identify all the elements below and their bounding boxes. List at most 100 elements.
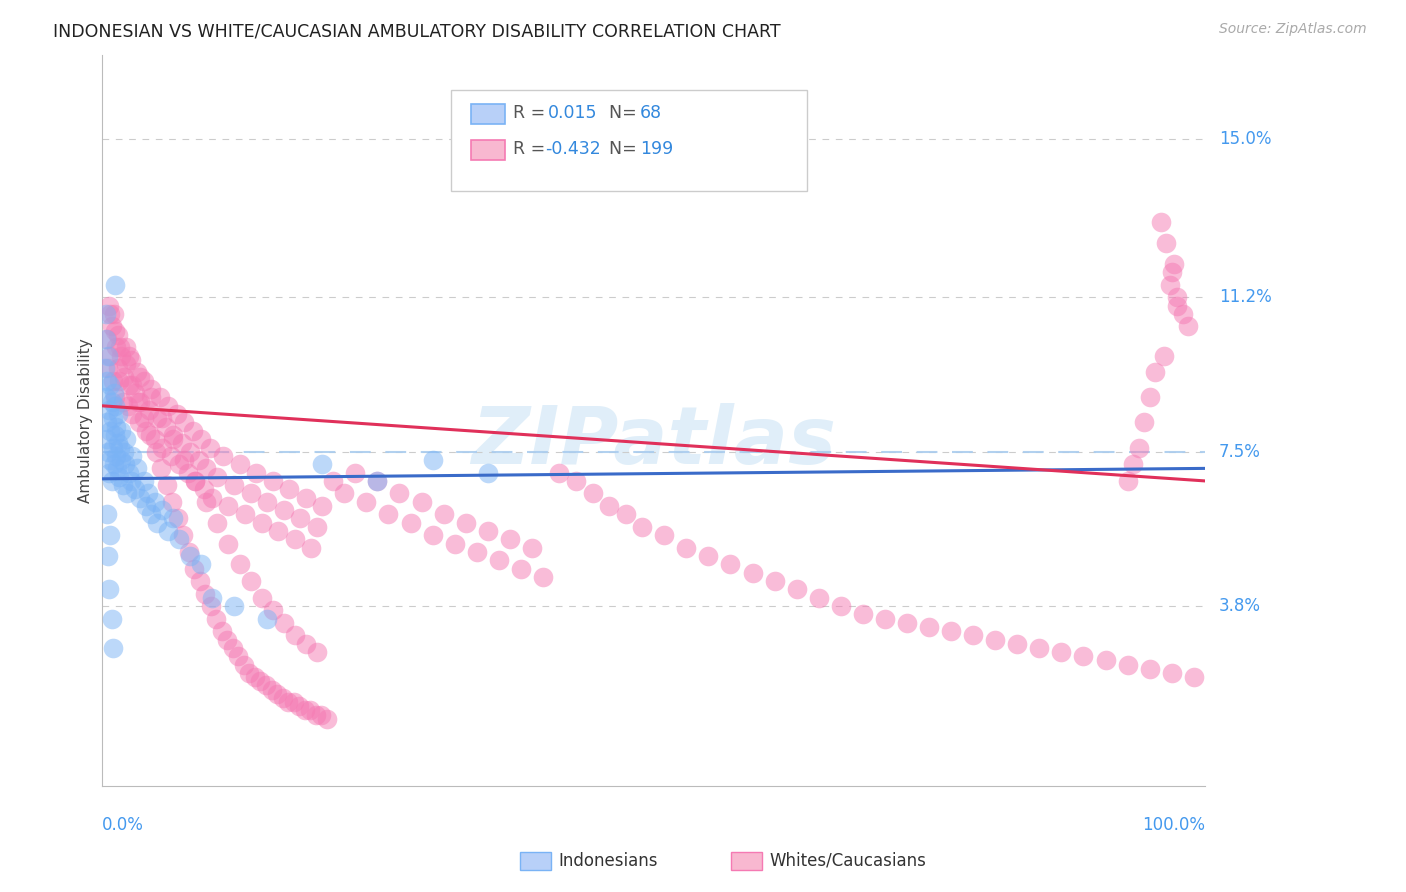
Point xyxy=(1163,257,1185,271)
Point xyxy=(299,541,322,555)
Point xyxy=(918,620,941,634)
Point xyxy=(250,516,273,530)
Point xyxy=(184,474,207,488)
Point xyxy=(104,324,127,338)
Text: Whites/Caucasians: Whites/Caucasians xyxy=(769,852,927,870)
Point xyxy=(294,704,316,718)
Point xyxy=(309,707,332,722)
Point xyxy=(1116,657,1139,672)
Point xyxy=(129,394,152,409)
Point xyxy=(284,628,307,642)
Point xyxy=(198,441,221,455)
Point xyxy=(315,712,337,726)
Point xyxy=(96,432,118,446)
Point xyxy=(162,511,184,525)
Point xyxy=(271,690,294,705)
Text: N=: N= xyxy=(609,140,643,158)
Point xyxy=(283,695,305,709)
Point xyxy=(145,444,167,458)
Point xyxy=(984,632,1007,647)
Point xyxy=(141,391,163,405)
Point xyxy=(177,545,200,559)
Point xyxy=(1166,299,1188,313)
Point xyxy=(228,457,250,471)
Text: N=: N= xyxy=(609,104,643,122)
Point xyxy=(100,528,122,542)
Point xyxy=(104,340,127,354)
Point xyxy=(250,591,273,605)
Point xyxy=(145,411,167,425)
Point xyxy=(156,524,179,538)
Point xyxy=(763,574,786,588)
Point xyxy=(1153,349,1175,363)
Point xyxy=(112,444,135,458)
Point xyxy=(305,645,328,659)
Point xyxy=(129,369,152,384)
Point xyxy=(1144,365,1167,379)
Point xyxy=(141,382,163,396)
Point xyxy=(138,403,160,417)
Point xyxy=(304,707,326,722)
Point xyxy=(222,599,245,614)
Point xyxy=(139,428,162,442)
Point xyxy=(125,365,148,379)
Point xyxy=(111,394,134,409)
Point xyxy=(101,441,124,455)
Point xyxy=(277,695,299,709)
Point xyxy=(184,474,207,488)
Text: 100.0%: 100.0% xyxy=(1142,816,1205,834)
Point xyxy=(488,553,510,567)
Point xyxy=(96,508,118,522)
Point xyxy=(288,699,311,714)
Point xyxy=(173,453,195,467)
Point xyxy=(110,453,132,467)
Text: 3.8%: 3.8% xyxy=(1219,597,1261,615)
Point xyxy=(278,482,301,496)
Point xyxy=(143,432,166,446)
Point xyxy=(173,416,195,430)
Point xyxy=(121,378,143,392)
Point xyxy=(155,419,177,434)
Point xyxy=(190,432,212,446)
Point xyxy=(107,407,129,421)
Point xyxy=(100,453,122,467)
Point xyxy=(145,516,167,530)
Point xyxy=(1160,265,1182,279)
Point xyxy=(96,332,118,346)
Point xyxy=(256,495,278,509)
Point xyxy=(94,391,117,405)
Point xyxy=(377,508,399,522)
Point xyxy=(399,516,422,530)
Point xyxy=(207,469,229,483)
Point xyxy=(110,340,132,354)
Point xyxy=(97,361,120,376)
Point xyxy=(160,449,183,463)
Point xyxy=(167,533,190,547)
Point xyxy=(98,466,121,480)
Point xyxy=(1166,290,1188,304)
Point xyxy=(172,528,194,542)
Point xyxy=(294,491,316,505)
Point xyxy=(260,682,283,697)
Text: R =: R = xyxy=(513,104,551,122)
Point xyxy=(200,599,222,614)
Point xyxy=(366,474,388,488)
Point xyxy=(239,486,262,500)
Point xyxy=(222,640,245,655)
Point xyxy=(179,549,201,563)
Point xyxy=(614,508,637,522)
Point xyxy=(104,449,127,463)
Point xyxy=(167,457,190,471)
Point xyxy=(100,474,122,488)
Point xyxy=(465,545,488,559)
Point xyxy=(112,369,135,384)
Point xyxy=(100,378,122,392)
Point xyxy=(94,361,117,376)
Point xyxy=(162,428,184,442)
Point xyxy=(1116,474,1139,488)
Point xyxy=(100,612,122,626)
Point xyxy=(195,461,218,475)
Point xyxy=(266,687,288,701)
Point xyxy=(110,441,132,455)
Point xyxy=(1139,391,1161,405)
